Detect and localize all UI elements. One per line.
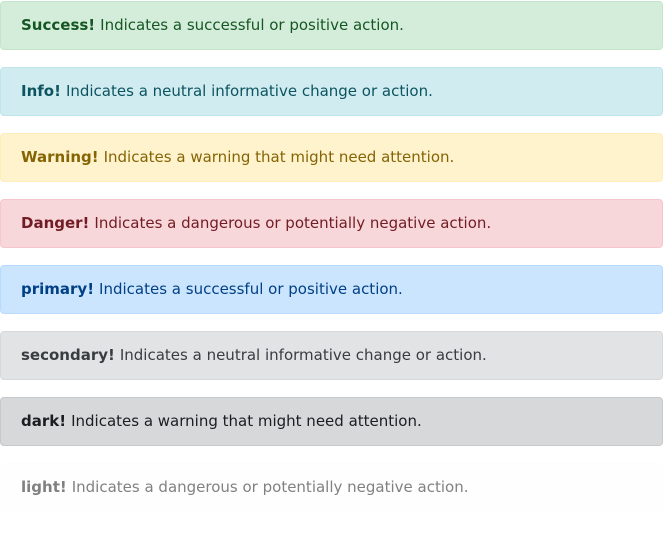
alert-title: primary! <box>21 280 95 298</box>
alert-title: secondary! <box>21 346 115 364</box>
alert-message: Indicates a dangerous or potentially neg… <box>94 214 492 232</box>
alert-title: Danger! <box>21 214 90 232</box>
alert-title: light! <box>21 478 67 496</box>
alert-message: Indicates a neutral informative change o… <box>65 82 433 100</box>
alert-warning: Warning! Indicates a warning that might … <box>0 133 663 182</box>
alert-message: Indicates a warning that might need atte… <box>103 148 455 166</box>
alert-light: light! Indicates a dangerous or potentia… <box>0 463 663 512</box>
alert-title: dark! <box>21 412 67 430</box>
alert-title: Success! <box>21 16 96 34</box>
alerts-list: Success! Indicates a successful or posit… <box>0 1 663 529</box>
alert-message: Indicates a dangerous or potentially neg… <box>71 478 469 496</box>
alert-success: Success! Indicates a successful or posit… <box>0 1 663 50</box>
alert-title: Warning! <box>21 148 99 166</box>
alert-message: Indicates a successful or positive actio… <box>100 16 404 34</box>
alert-primary: primary! Indicates a successful or posit… <box>0 265 663 314</box>
alert-message: Indicates a warning that might need atte… <box>71 412 422 430</box>
alert-dark: dark! Indicates a warning that might nee… <box>0 397 663 446</box>
alert-secondary: secondary! Indicates a neutral informati… <box>0 331 663 380</box>
alert-message: Indicates a successful or positive actio… <box>99 280 403 298</box>
alert-danger: Danger! Indicates a dangerous or potenti… <box>0 199 663 248</box>
alert-message: Indicates a neutral informative change o… <box>119 346 487 364</box>
alert-title: Info! <box>21 82 61 100</box>
alert-info: Info! Indicates a neutral informative ch… <box>0 67 663 116</box>
